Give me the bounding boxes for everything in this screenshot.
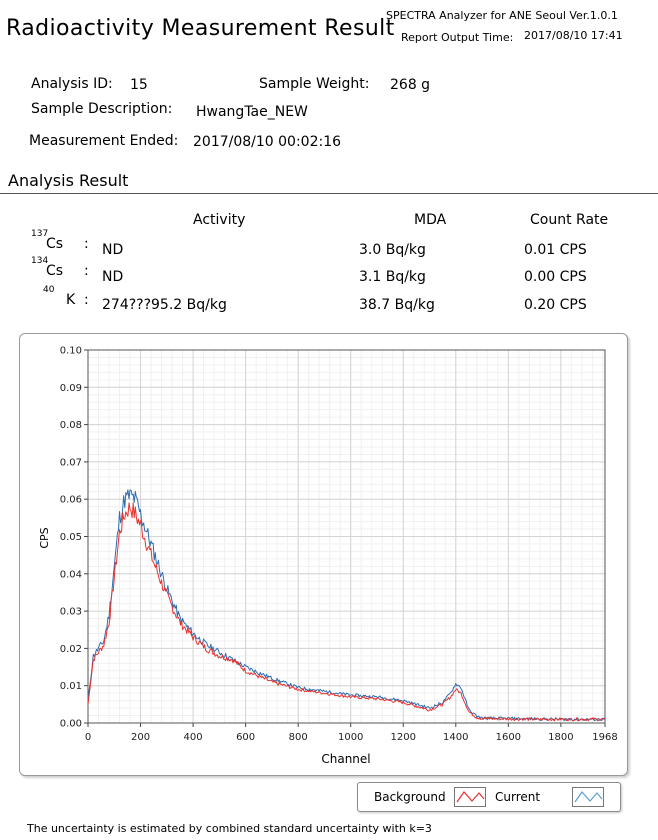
nuclide-symbol: K bbox=[66, 292, 76, 308]
mda-value: 3.0 Bq/kg bbox=[359, 242, 426, 258]
y-tick-label: 0.10 bbox=[60, 346, 82, 357]
app-name: SPECTRA Analyzer for ANE Seoul Ver.1.0.1 bbox=[386, 9, 618, 22]
report-title: Radioactivity Measurement Result bbox=[6, 16, 395, 41]
x-tick-label: 1800 bbox=[548, 732, 573, 743]
chart-legend: Background Current bbox=[357, 782, 621, 812]
x-tick-label: 1200 bbox=[391, 732, 416, 743]
count-rate-value: 0.01 CPS bbox=[524, 242, 587, 258]
y-tick-label: 0.03 bbox=[60, 607, 82, 618]
legend-current-label: Current bbox=[495, 790, 541, 804]
nuclide-mass: 134 bbox=[31, 256, 49, 266]
x-tick-label: 1968 bbox=[592, 732, 617, 743]
x-tick-label: 400 bbox=[184, 732, 203, 743]
nuclide-symbol: Cs bbox=[46, 236, 64, 252]
mda-value: 3.1 Bq/kg bbox=[359, 269, 426, 285]
measurement-ended: 2017/08/10 00:02:16 bbox=[193, 134, 342, 150]
series-line-background bbox=[87, 502, 606, 722]
footnote: The uncertainty is estimated by combined… bbox=[27, 822, 432, 835]
x-tick-label: 200 bbox=[131, 732, 150, 743]
count-rate-value: 0.20 CPS bbox=[524, 297, 587, 313]
spectrum-chart: 0 200 400 600 800 1000 1200 1400 1600 1800 1968 0.0… bbox=[38, 346, 618, 767]
activity-value: 274???95.2 Bq/kg bbox=[102, 297, 227, 313]
header-activity: Activity bbox=[193, 212, 246, 228]
plot-border bbox=[87, 349, 606, 724]
y-tick-label: 0.00 bbox=[60, 719, 82, 730]
nuclide-mass: 40 bbox=[43, 285, 55, 295]
count-rate-value: 0.00 CPS bbox=[524, 269, 587, 285]
measurement-ended-label: Measurement Ended: bbox=[29, 133, 179, 149]
legend-background-swatch bbox=[454, 787, 486, 807]
y-axis-label: CPS bbox=[38, 527, 51, 548]
sample-description-label: Sample Description: bbox=[31, 101, 173, 117]
y-tick-label: 0.04 bbox=[60, 569, 82, 580]
series-line-current bbox=[87, 489, 606, 722]
y-tick-label: 0.09 bbox=[60, 383, 82, 394]
y-tick-label: 0.07 bbox=[60, 457, 82, 468]
legend-current-swatch bbox=[572, 787, 604, 807]
activity-value: ND bbox=[102, 242, 124, 258]
x-tick-label: 0 bbox=[85, 732, 91, 743]
x-tick-label: 600 bbox=[236, 732, 255, 743]
x-tick-label: 800 bbox=[289, 732, 308, 743]
mda-value: 38.7 Bq/kg bbox=[359, 297, 435, 313]
sample-description: HwangTae_NEW bbox=[196, 104, 308, 120]
header-mda: MDA bbox=[414, 212, 447, 228]
nuclide-symbol: Cs bbox=[46, 263, 64, 279]
x-axis-label: Channel bbox=[321, 752, 370, 766]
y-tick-label: 0.05 bbox=[60, 532, 82, 543]
activity-value: ND bbox=[102, 269, 124, 285]
output-time-label: Report Output Time: bbox=[401, 31, 514, 44]
output-time: 2017/08/10 17:41 bbox=[524, 29, 623, 42]
y-tick-label: 0.01 bbox=[60, 681, 82, 692]
section-divider bbox=[0, 193, 658, 194]
section-title: Analysis Result bbox=[8, 171, 129, 190]
nuclide-colon: : bbox=[84, 236, 89, 252]
y-tick-label: 0.02 bbox=[60, 644, 82, 655]
header-count-rate: Count Rate bbox=[530, 212, 609, 228]
legend-background-label: Background bbox=[374, 790, 446, 804]
x-tick-label: 1400 bbox=[443, 732, 468, 743]
analysis-id: 15 bbox=[130, 77, 148, 93]
sample-weight-label: Sample Weight: bbox=[259, 76, 370, 92]
y-tick-label: 0.08 bbox=[60, 420, 82, 431]
y-tick-label: 0.06 bbox=[60, 495, 82, 506]
nuclide-colon: : bbox=[84, 292, 89, 308]
x-tick-label: 1600 bbox=[496, 732, 521, 743]
sample-weight: 268 g bbox=[390, 77, 431, 93]
x-tick-label: 1000 bbox=[338, 732, 363, 743]
nuclide-mass: 137 bbox=[31, 229, 49, 239]
analysis-id-label: Analysis ID: bbox=[31, 76, 113, 92]
nuclide-colon: : bbox=[84, 263, 89, 279]
